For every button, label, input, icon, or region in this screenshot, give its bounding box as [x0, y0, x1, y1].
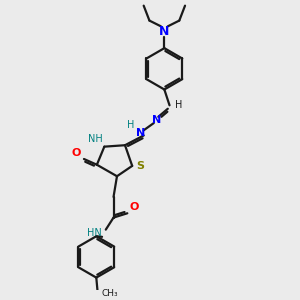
Text: O: O	[130, 202, 139, 212]
Text: N: N	[136, 128, 146, 138]
Text: N: N	[159, 25, 170, 38]
Text: O: O	[71, 148, 80, 158]
Text: S: S	[136, 161, 144, 171]
Text: CH₃: CH₃	[101, 289, 118, 298]
Text: NH: NH	[88, 134, 103, 144]
Text: H: H	[175, 100, 182, 110]
Text: N: N	[152, 115, 161, 125]
Text: HN: HN	[87, 227, 102, 238]
Text: H: H	[127, 120, 134, 130]
